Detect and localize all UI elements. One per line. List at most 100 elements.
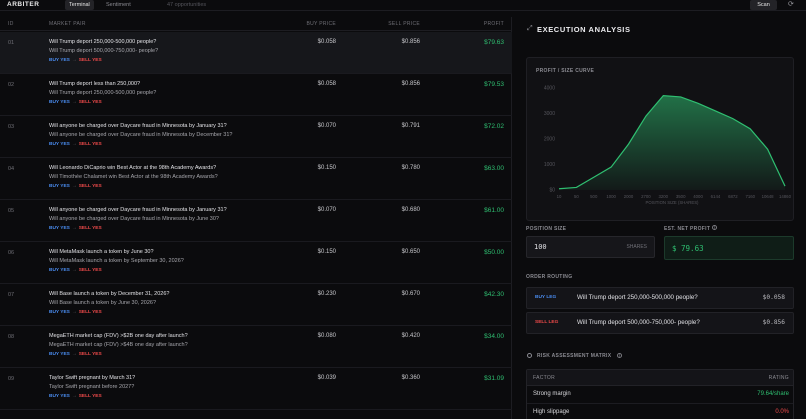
x-tick-label: 7160 — [745, 194, 755, 199]
row-id: 01 — [8, 40, 15, 46]
market-question-a: Taylor Swift pregnant by March 31? — [49, 375, 136, 381]
x-axis-label: POSITION SIZE (SHARES) — [645, 200, 699, 205]
y-tick-label: 2000 — [544, 137, 555, 143]
sell-yes-label: SELL YES — [78, 268, 102, 273]
table-header: ID MARKET PAIR BUY PRICE SELL PRICE PROF… — [0, 17, 512, 31]
table-row[interactable]: 04 Will Leonardo DiCaprio win Best Actor … — [0, 158, 512, 200]
market-question-b: Will anyone be charged over Daycare frau… — [49, 132, 233, 138]
tab-sentiment[interactable]: Sentiment — [106, 2, 131, 8]
leg-labels: BUY YES → SELL YES — [49, 352, 102, 357]
panel-title: EXECUTION ANALYSIS — [537, 25, 631, 34]
buy-leg-tag: BUY LEG — [535, 295, 557, 300]
expand-icon[interactable]: ⤢ — [527, 25, 533, 32]
risk-info-icon[interactable]: i — [617, 353, 622, 359]
row-id: 05 — [8, 208, 15, 214]
risk-factor: High slippage — [533, 409, 570, 415]
sell-price: $0.420 — [401, 333, 420, 339]
table-row[interactable]: 08 MegaETH market cap (FDV) >$2B one day … — [0, 326, 512, 368]
arrow-right-icon: → — [71, 100, 77, 105]
sell-price: $0.856 — [401, 39, 420, 45]
order-routing-label: ORDER ROUTING — [526, 274, 573, 280]
buy-yes-label: BUY YES — [49, 352, 70, 357]
risk-rating: 0.0% — [775, 409, 789, 415]
row-id: 09 — [8, 376, 15, 382]
table-row[interactable]: 02 Will Trump deport less than 250,000? Wi… — [0, 74, 512, 116]
col-sell-price: SELL PRICE — [388, 21, 420, 27]
top-bar: ARBITER Terminal Sentiment 47 opportunit… — [0, 0, 806, 11]
x-tick-label: 6144 — [711, 194, 721, 199]
buy-yes-label: BUY YES — [49, 58, 70, 63]
row-id: 06 — [8, 250, 15, 256]
sell-yes-label: SELL YES — [78, 142, 102, 147]
row-id: 04 — [8, 166, 15, 172]
scan-button[interactable]: Scan — [750, 0, 777, 10]
buy-leg-row[interactable]: BUY LEG Will Trump deport 250,000-500,00… — [526, 287, 794, 309]
profit-value: $72.02 — [484, 123, 504, 130]
x-tick-label: 3200 — [659, 194, 669, 199]
execution-panel: ⤢ EXECUTION ANALYSIS PROFIT / SIZE CURVE… — [513, 17, 806, 419]
sell-yes-label: SELL YES — [78, 310, 102, 315]
market-question-a: Will anyone be charged over Daycare frau… — [49, 123, 227, 129]
x-tick-label: 10648 — [762, 194, 775, 199]
net-profit-box: $ 79.63 — [664, 236, 794, 260]
arrow-right-icon: → — [71, 394, 77, 399]
table-row[interactable]: 09 Taylor Swift pregnant by March 31? Tayl… — [0, 368, 512, 410]
arrow-right-icon: → — [71, 352, 77, 357]
market-question-b: Will anyone be charged over Daycare frau… — [49, 216, 219, 222]
market-question-a: Will anyone be charged over Daycare frau… — [49, 207, 227, 213]
market-question-a: Will MetaMask launch a token by June 30? — [49, 249, 154, 255]
buy-price: $0.070 — [317, 207, 336, 213]
market-question-a: Will Base launch a token by December 31,… — [49, 291, 170, 297]
table-row[interactable]: 03 Will anyone be charged over Daycare fr… — [0, 116, 512, 158]
risk-matrix: FACTOR RATING Strong margin 79.64/share … — [526, 369, 794, 419]
col-id: ID — [8, 21, 14, 27]
table-row[interactable]: 06 Will MetaMask launch a token by June 3… — [0, 242, 512, 284]
x-tick-label: 500 — [590, 194, 598, 199]
series-line — [558, 95, 786, 190]
buy-yes-label: BUY YES — [49, 394, 70, 399]
profit-size-chart: PROFIT / SIZE CURVE $0 1000 2000 3000 4000 10 5… — [526, 57, 794, 221]
table-row[interactable]: 05 Will anyone be charged over Daycare fr… — [0, 200, 512, 242]
risk-factor: Strong margin — [533, 391, 571, 397]
market-question-a: MegaETH market cap (FDV) >$2B one day af… — [49, 333, 188, 339]
sell-yes-label: SELL YES — [78, 394, 102, 399]
market-question-b: Will MetaMask launch a token by Septembe… — [49, 258, 184, 264]
leg-labels: BUY YES → SELL YES — [49, 268, 102, 273]
position-size-label: POSITION SIZE — [526, 226, 567, 232]
row-id: 07 — [8, 292, 15, 298]
market-question-a: Will Trump deport less than 250,000? — [49, 81, 141, 87]
risk-row: Strong margin 79.64/share — [527, 386, 793, 404]
arrow-right-icon: → — [71, 58, 77, 63]
leg-labels: BUY YES → SELL YES — [49, 58, 102, 63]
info-icon[interactable]: i — [712, 225, 717, 231]
chart-svg: PROFIT / SIZE CURVE $0 1000 2000 3000 4000 10 5… — [536, 68, 792, 205]
tab-terminal[interactable]: Terminal — [65, 0, 94, 10]
market-question-b: Will Base launch a token by June 30, 202… — [49, 300, 157, 306]
risk-row: High slippage 0.0% — [527, 404, 793, 419]
arrow-right-icon: → — [71, 226, 77, 231]
buy-yes-label: BUY YES — [49, 310, 70, 315]
sell-yes-label: SELL YES — [78, 100, 102, 105]
profit-value: $31.09 — [484, 375, 504, 382]
x-tick-label: 1000 — [606, 194, 616, 199]
opportunities-count: 47 opportunities — [167, 2, 207, 8]
buy-price: $0.058 — [317, 81, 336, 87]
arrow-right-icon: → — [71, 310, 77, 315]
buy-price: $0.080 — [317, 333, 336, 339]
buy-price: $0.058 — [317, 39, 336, 45]
arrow-right-icon: → — [71, 142, 77, 147]
sell-leg-row[interactable]: SELL LEG Will Trump deport 500,000-750,0… — [526, 312, 794, 334]
buy-yes-label: BUY YES — [49, 268, 70, 273]
sell-price: $0.791 — [401, 123, 420, 129]
col-buy-price: BUY PRICE — [306, 21, 336, 27]
position-size-value: 100 — [534, 243, 547, 251]
table-row[interactable]: 07 Will Base launch a token by December 3… — [0, 284, 512, 326]
risk-rating: 79.64/share — [757, 391, 789, 397]
table-row[interactable]: 01 Will Trump deport 250,000-500,000 peop… — [0, 32, 512, 74]
sell-yes-label: SELL YES — [78, 352, 102, 357]
position-size-input[interactable]: 100 SHARES — [526, 236, 655, 258]
row-id: 03 — [8, 124, 15, 130]
refresh-icon[interactable]: ⟳ — [788, 1, 794, 8]
row-id: 08 — [8, 334, 15, 340]
buy-leg-price: $0.058 — [762, 294, 785, 301]
